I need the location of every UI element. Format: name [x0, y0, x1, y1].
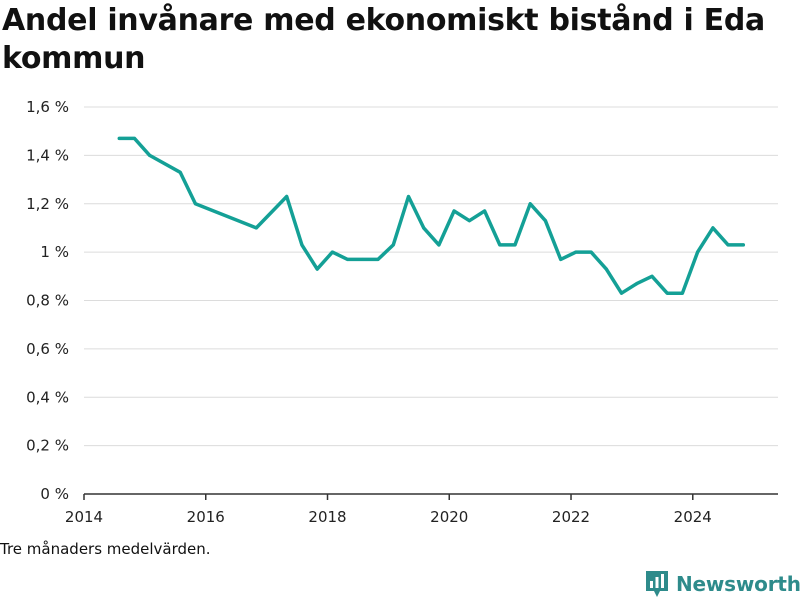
- data-point: [452, 209, 456, 213]
- data-point: [315, 267, 319, 271]
- x-tick-label: 2022: [552, 508, 590, 526]
- y-tick-label: 0 %: [40, 485, 69, 503]
- x-tick-label: 2014: [65, 508, 103, 526]
- data-point: [498, 243, 502, 247]
- brand-name: Newsworthy: [676, 572, 800, 596]
- data-point: [193, 202, 197, 206]
- data-point: [254, 226, 258, 230]
- data-point: [513, 243, 517, 247]
- data-point: [422, 226, 426, 230]
- x-tick-label: 2020: [430, 508, 468, 526]
- data-point: [467, 219, 471, 223]
- newsworthy-logo-icon: [646, 571, 668, 597]
- series-line: [117, 136, 746, 295]
- y-tick-label: 1,2 %: [26, 195, 69, 213]
- y-axis-tick-labels: 0 % 0,2 % 0,4 % 0,6 % 0,8 % 1 % 1,2 % 1,4 % 1,6 …: [26, 98, 69, 503]
- data-point: [680, 291, 684, 295]
- y-tick-label: 0,4 %: [26, 388, 69, 406]
- data-point: [483, 209, 487, 213]
- data-point: [330, 250, 334, 254]
- data-point: [528, 202, 532, 206]
- data-point: [604, 267, 608, 271]
- data-point: [665, 291, 669, 295]
- data-point: [696, 250, 700, 254]
- data-point: [559, 257, 563, 261]
- newsworthy-brand[interactable]: Newsworthy: [644, 569, 800, 599]
- data-point: [376, 257, 380, 261]
- data-point: [620, 291, 624, 295]
- data-point: [589, 250, 593, 254]
- y-tick-label: 0,6 %: [26, 340, 69, 358]
- data-point: [178, 170, 182, 174]
- data-point: [543, 219, 547, 223]
- data-point: [133, 136, 137, 140]
- data-point: [148, 153, 152, 157]
- data-point: [406, 194, 410, 198]
- data-point: [285, 194, 289, 198]
- chart-title: Andel invånare med ekonomiskt bistånd i …: [2, 3, 765, 76]
- data-point: [711, 226, 715, 230]
- data-point: [346, 257, 350, 261]
- data-point: [300, 243, 304, 247]
- x-axis: 2014 2016 2018 2020 2022 2024: [65, 493, 778, 526]
- x-tick-label: 2018: [308, 508, 346, 526]
- data-point: [437, 243, 441, 247]
- data-point: [574, 250, 578, 254]
- y-tick-label: 1,6 %: [26, 98, 69, 116]
- data-point: [741, 243, 745, 247]
- chart-footnote: Tre månaders medelvärden.: [0, 540, 211, 558]
- data-point: [361, 257, 365, 261]
- data-point: [635, 282, 639, 286]
- gridlines: [84, 106, 778, 447]
- y-tick-label: 0,2 %: [26, 437, 69, 455]
- data-point: [391, 243, 395, 247]
- y-tick-label: 0,8 %: [26, 292, 69, 310]
- data-point: [650, 274, 654, 278]
- y-tick-label: 1 %: [40, 243, 69, 261]
- y-tick-label: 1,4 %: [26, 146, 69, 164]
- x-tick-label: 2016: [187, 508, 225, 526]
- data-point: [726, 243, 730, 247]
- series-lines: [117, 136, 746, 295]
- data-point: [117, 136, 121, 140]
- x-tick-label: 2024: [674, 508, 712, 526]
